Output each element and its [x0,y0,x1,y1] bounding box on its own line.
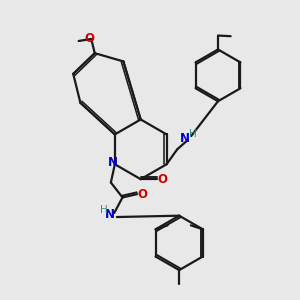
Text: O: O [157,173,167,186]
Text: O: O [137,188,147,201]
Text: H: H [100,206,107,215]
Text: H: H [189,129,197,139]
Text: N: N [108,156,118,170]
Text: O: O [85,32,94,46]
Text: N: N [105,208,115,220]
Text: N: N [180,132,190,145]
